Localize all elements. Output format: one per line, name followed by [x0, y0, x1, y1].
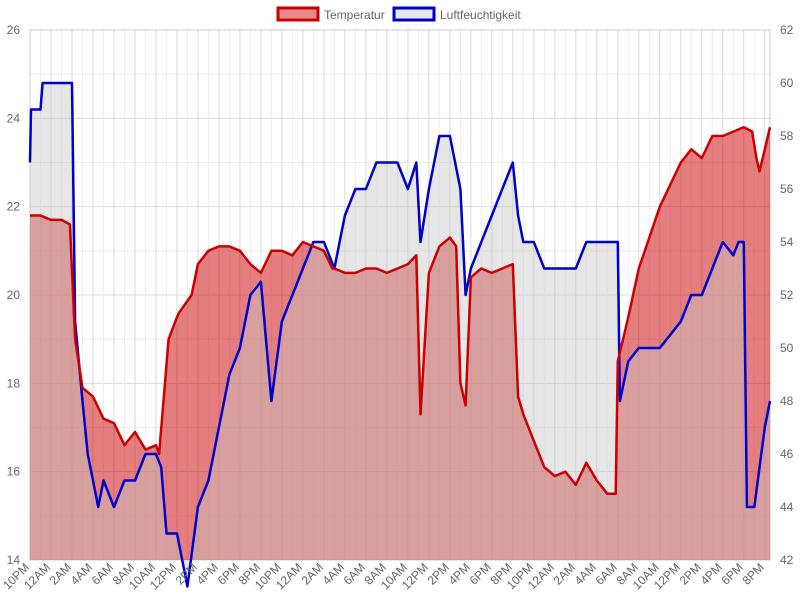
legend-swatch	[392, 6, 436, 22]
x-axis-tick-label: 4AM	[572, 560, 599, 587]
left-axis-tick-label: 18	[7, 376, 21, 390]
x-axis-tick-label: 2AM	[551, 560, 578, 587]
right-axis-tick-label: 48	[780, 394, 794, 408]
legend-item-temperatur[interactable]: Temperatur	[276, 6, 385, 22]
right-axis-tick-label: 62	[780, 23, 794, 37]
x-axis-tick-label: 8PM	[740, 560, 767, 587]
series-lines	[28, 81, 772, 588]
legend-item-luftfeuchtigkeit[interactable]: Luftfeuchtigkeit	[392, 6, 521, 22]
temperature-line	[30, 125, 772, 496]
x-axis-tick-label: 2AM	[47, 560, 74, 587]
right-axis-tick-label: 50	[780, 341, 794, 355]
humidity-area	[30, 83, 770, 587]
humidity-line	[28, 81, 772, 588]
left-axis-tick-label: 24	[7, 111, 21, 125]
legend-label: Luftfeuchtigkeit	[440, 8, 521, 22]
right-axis-tick-label: 60	[780, 76, 794, 90]
x-axis-tick-label: 4PM	[698, 560, 725, 587]
left-axis-tick-label: 22	[7, 200, 21, 214]
x-axis-tick-label: 2PM	[677, 560, 704, 587]
left-axis-tick-label: 20	[7, 288, 21, 302]
x-axis-tick-label: 4PM	[446, 560, 473, 587]
series-areas	[30, 83, 770, 587]
x-axis-tick-label: 6AM	[341, 560, 368, 587]
x-axis-tick-label: 6AM	[89, 560, 116, 587]
x-axis-tick-label: 4PM	[194, 560, 221, 587]
x-axis-tick-label: 2AM	[299, 560, 326, 587]
x-axis-tick-label: 4AM	[68, 560, 95, 587]
legend-label: Temperatur	[324, 8, 385, 22]
x-axis-tick-label: 6PM	[719, 560, 746, 587]
right-axis-tick-label: 54	[780, 235, 794, 249]
right-axis-tick-label: 52	[780, 288, 794, 302]
right-axis-tick-label: 42	[780, 553, 794, 567]
x-axis-tick-label: 2PM	[173, 560, 200, 587]
left-axis-tick-label: 26	[7, 23, 21, 37]
legend[interactable]: Temperatur Luftfeuchtigkeit	[276, 6, 521, 22]
right-axis-tick-label: 58	[780, 129, 794, 143]
right-axis-tick-label: 46	[780, 447, 794, 461]
legend-swatch	[276, 6, 320, 22]
right-axis-tick-label: 44	[780, 500, 794, 514]
right-axis-tick-label: 56	[780, 182, 794, 196]
x-axis-tick-label: 6PM	[215, 560, 242, 587]
left-axis-tick-label: 16	[7, 465, 21, 479]
x-axis-tick-label: 6AM	[593, 560, 620, 587]
x-axis-tick-label: 6PM	[467, 560, 494, 587]
x-axis-tick-label: 2PM	[425, 560, 452, 587]
x-axis-tick-label: 4AM	[320, 560, 347, 587]
left-axis-tick-label: 14	[7, 553, 21, 567]
